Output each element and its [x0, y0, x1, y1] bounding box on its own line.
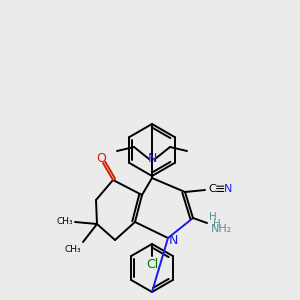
Text: N: N — [224, 184, 232, 194]
Text: N: N — [168, 235, 178, 248]
Text: C: C — [208, 184, 216, 194]
Text: Cl: Cl — [146, 257, 158, 271]
Text: N: N — [147, 152, 157, 166]
Text: ≡: ≡ — [215, 182, 226, 196]
Text: H: H — [209, 212, 217, 222]
Text: NH₂: NH₂ — [211, 224, 232, 234]
Text: O: O — [96, 152, 106, 164]
Text: CH₃: CH₃ — [56, 218, 73, 226]
Text: H: H — [213, 219, 221, 229]
Text: CH₃: CH₃ — [64, 244, 81, 253]
